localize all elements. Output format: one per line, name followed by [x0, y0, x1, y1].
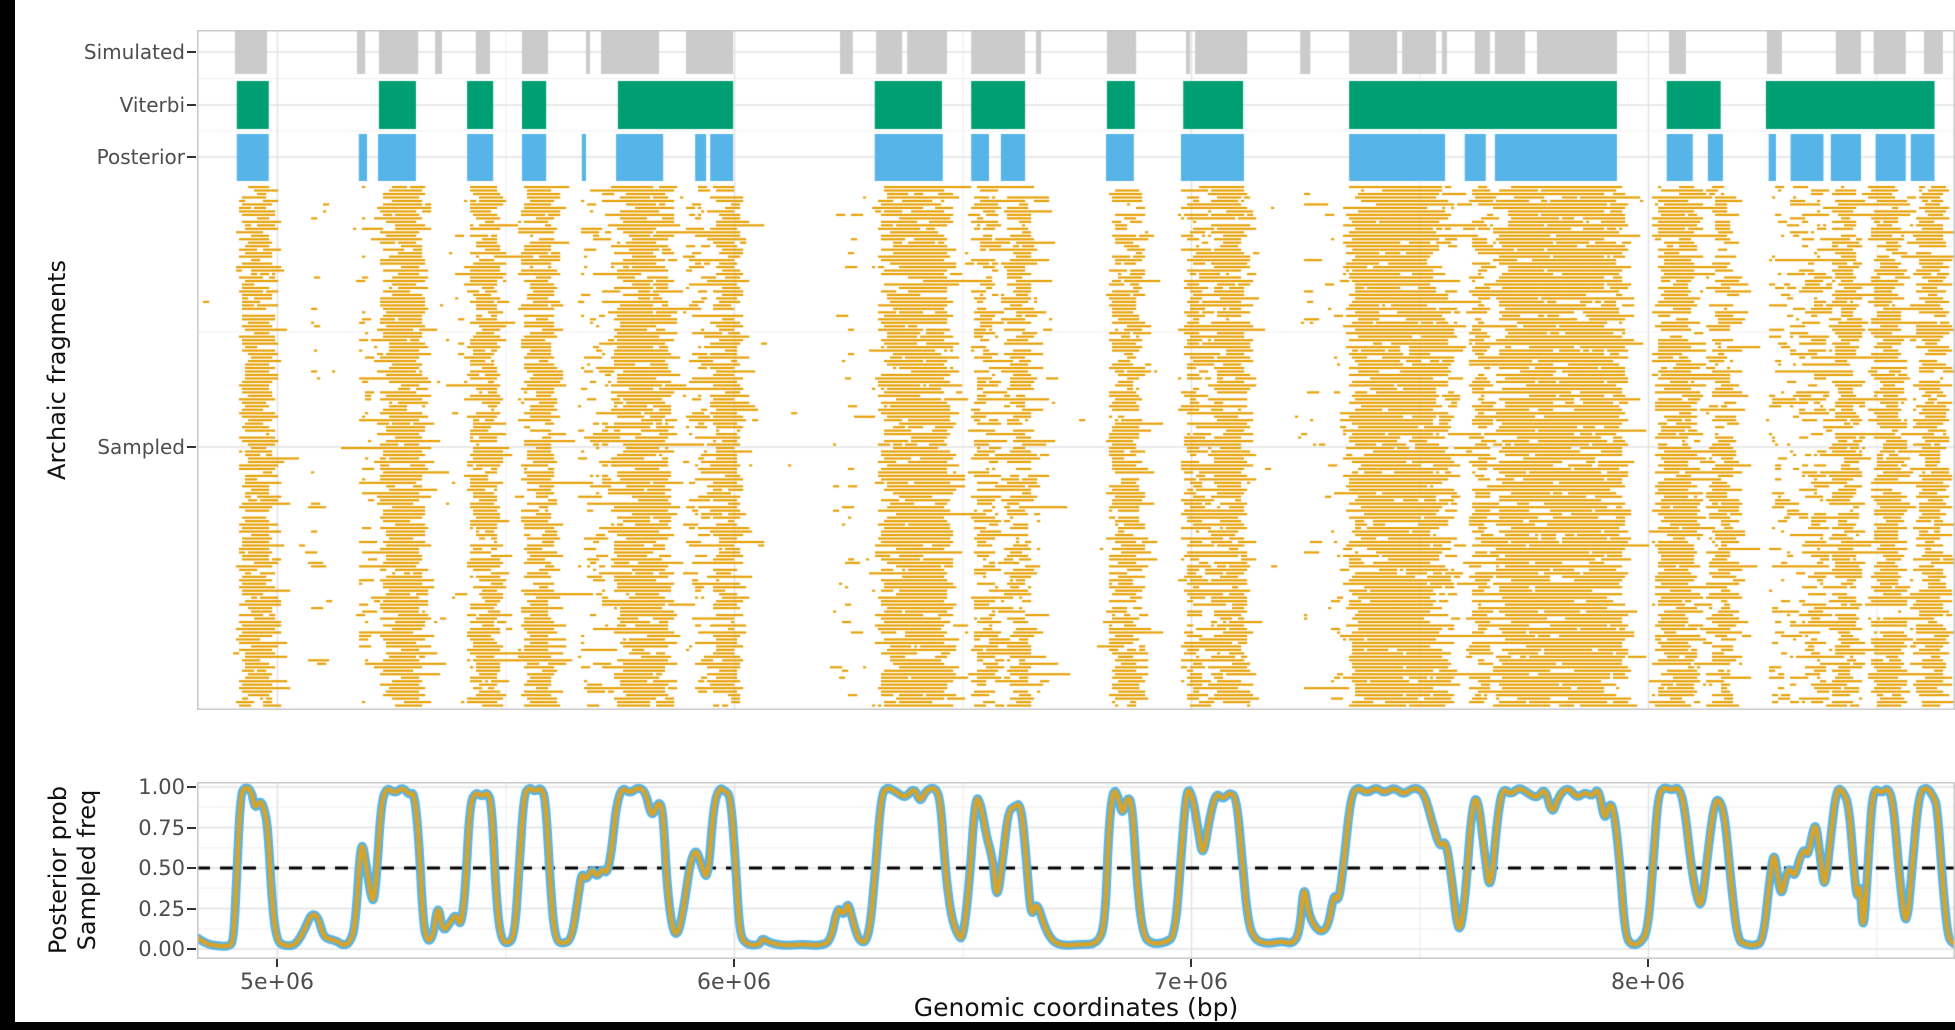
bottom-panel-y-tick [187, 948, 196, 950]
top-panel-y-tick [187, 104, 196, 106]
x-tick-label: 7e+06 [1154, 970, 1228, 995]
y-tick-label: 0.75 [138, 815, 185, 840]
bottom-panel-y-tick [187, 867, 196, 869]
x-axis-title: Genomic coordinates (bp) [913, 993, 1239, 1022]
x-tick-label: 5e+06 [240, 970, 314, 995]
track-label-simulated: Simulated [83, 40, 185, 64]
track-label-viterbi: Viterbi [119, 93, 185, 117]
bottom-panel-y-tick [187, 826, 196, 829]
top-panel-y-tick [187, 51, 196, 53]
bottom-panel-y-tick [187, 907, 196, 910]
x-axis-tick [733, 959, 735, 967]
x-axis-tick [1647, 959, 1649, 967]
y-tick-label: 0.00 [138, 937, 185, 961]
x-tick-label: 6e+06 [697, 970, 771, 995]
top-panel-y-tick [187, 156, 196, 158]
figure-background: Archaic fragments Posterior prob Sampled … [15, 0, 1955, 1022]
bottom-panel-y-tick [187, 786, 196, 788]
y-tick-label: 0.25 [138, 896, 185, 921]
track-label-sampled: Sampled [97, 435, 185, 459]
x-axis-tick [1190, 959, 1192, 967]
top-panel-y-tick [187, 446, 196, 448]
x-tick-label: 8e+06 [1611, 970, 1685, 995]
track-label-posterior: Posterior [96, 145, 185, 169]
y-tick-label: 1.00 [138, 775, 185, 799]
y-tick-label: 0.50 [138, 856, 185, 880]
archaic-fragments-panel [197, 30, 1955, 710]
posterior-prob-panel [197, 782, 1955, 959]
x-axis-tick [276, 959, 278, 967]
